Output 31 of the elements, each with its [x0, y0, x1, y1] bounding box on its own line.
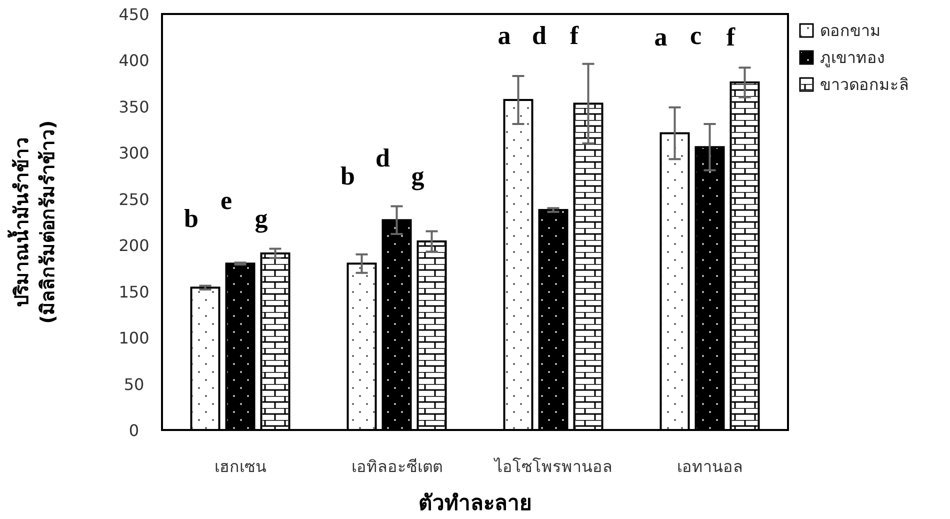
annotation: g — [254, 204, 268, 233]
legend-label: ดอกขาม — [820, 21, 881, 40]
y-tick-label: 0 — [128, 421, 140, 440]
annotation: g — [411, 161, 424, 190]
y-tick-label: 150 — [118, 282, 150, 302]
annotation: e — [220, 186, 232, 215]
annotation: a — [498, 21, 511, 50]
annotation: f — [726, 22, 736, 52]
y-tick-label: 300 — [118, 144, 150, 163]
y-axis-title: ปริมาณน้ำมันรำข้าว (มิลลิกรัมต่อกรัมรำข้าว) — [7, 120, 59, 324]
x-axis-title: ตัวทำละลาย — [418, 491, 532, 515]
y-tick-label: 350 — [118, 97, 150, 116]
x-tick-label: ไอโซโพรพานอล — [492, 457, 612, 476]
x-tick-label: เอทิลอะซีเตต — [351, 457, 442, 476]
legend-label: ภูเขาทอง — [820, 48, 885, 68]
annotation: b — [340, 161, 355, 190]
y-tick-label: 50 — [124, 374, 144, 394]
annotation: a — [654, 22, 668, 52]
y-tick-label: 200 — [118, 236, 150, 256]
annotation: b — [184, 204, 198, 233]
y-tick-label: 400 — [118, 51, 150, 70]
y-tick-label: 250 — [118, 190, 150, 209]
x-tick-label: เฮกเซน — [214, 457, 266, 476]
y-tick-label: 450 — [118, 5, 150, 24]
y-tick-label: 100 — [118, 328, 150, 348]
annotation: d — [532, 21, 548, 50]
annotation: c — [690, 21, 702, 50]
x-tick-label: เอทานอล — [676, 457, 743, 476]
annotation: f — [570, 21, 579, 50]
legend-label: ขาวดอกมะลิ — [820, 75, 909, 94]
annotation: d — [376, 143, 391, 172]
